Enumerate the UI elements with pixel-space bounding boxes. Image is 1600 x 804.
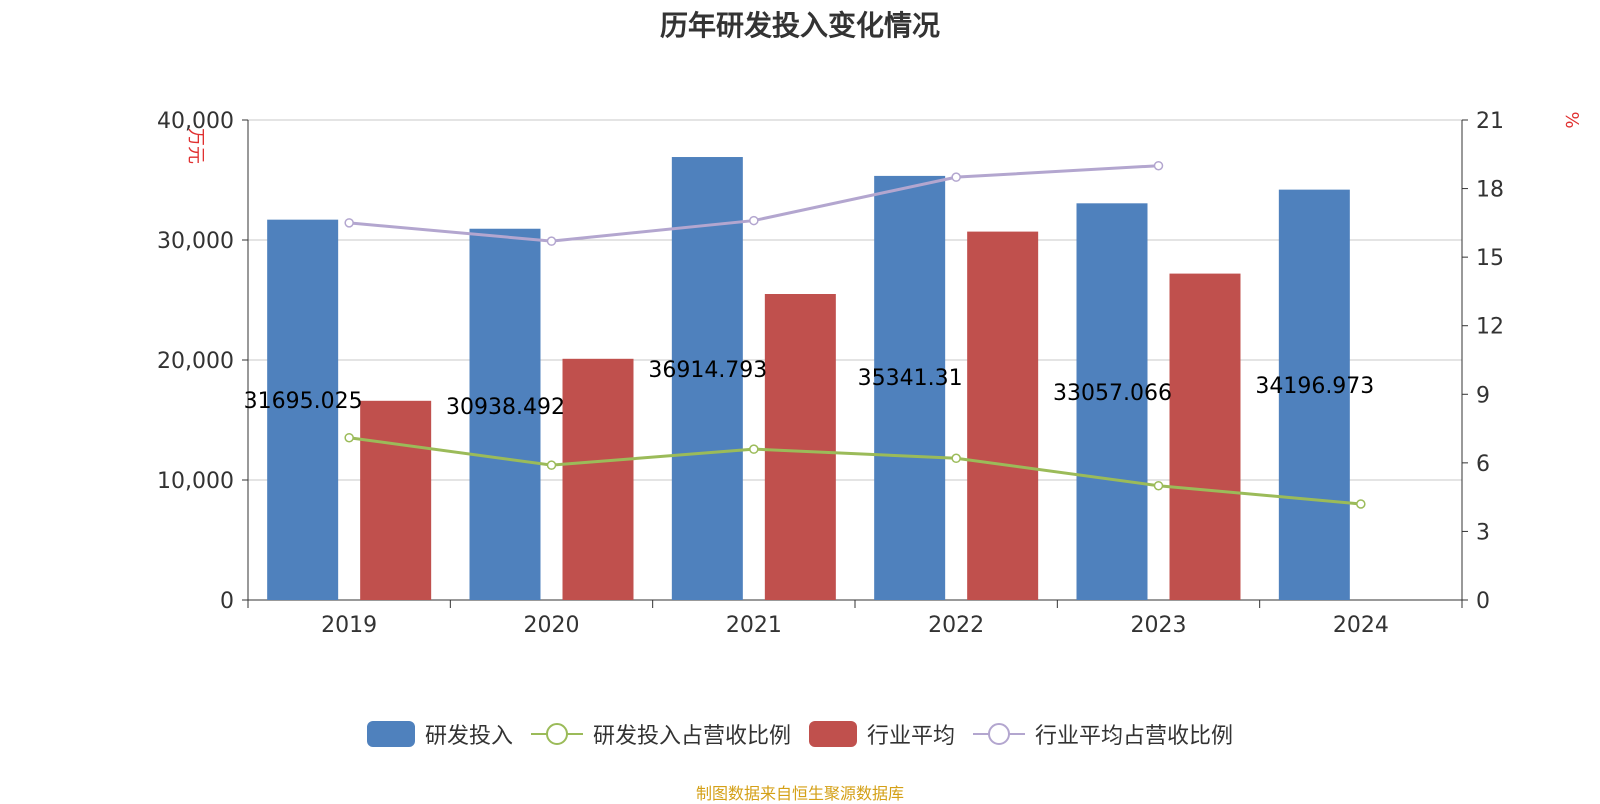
- rd-ratio-point: [1153, 480, 1164, 491]
- bar-industry: [967, 231, 1039, 600]
- data-label-rd: 36914.793: [648, 358, 767, 383]
- y-right-tick-label: 15: [1476, 246, 1504, 271]
- y-right-unit: %: [1561, 111, 1582, 128]
- data-label-rd: 34196.973: [1255, 374, 1374, 399]
- y-left-tick-label: 0: [220, 589, 234, 614]
- bar-rd: [469, 228, 541, 600]
- data-labels: 31695.025 30938.492 36914.793 35341.31 33057…: [244, 358, 1375, 420]
- x-tick-label: 2021: [726, 613, 782, 638]
- ratio-lines: [344, 160, 1366, 509]
- data-label-rd: 33057.066: [1053, 381, 1172, 406]
- data-label-rd: 30938.492: [446, 395, 565, 420]
- y-right-tick-label: 3: [1476, 520, 1490, 545]
- data-label-rd: 35341.31: [858, 366, 963, 391]
- legend-item-industry[interactable]: 行业平均: [809, 718, 955, 750]
- legend-label-industry: 行业平均: [867, 724, 956, 749]
- chart-title: 历年研发投入变化情况: [659, 9, 940, 42]
- industry-ratio-point: [1153, 160, 1164, 171]
- rd-ratio-point: [749, 444, 759, 454]
- legend-swatch-rd: [366, 721, 415, 747]
- legend-swatch-industry-ratio: [973, 723, 1026, 745]
- y-left-unit: 万元: [185, 128, 206, 164]
- legend-label-rd: 研发投入: [424, 724, 513, 749]
- industry-ratio-point: [951, 172, 961, 182]
- x-tick-label: 2023: [1131, 613, 1187, 638]
- legend-item-rd-ratio[interactable]: 研发投入占营收比例: [530, 718, 791, 750]
- bar-industry: [562, 358, 634, 600]
- legend-label-rd-ratio: 研发投入占营收比例: [592, 724, 791, 749]
- source-note: 制图数据来自恒生聚源数据库: [695, 784, 904, 803]
- y-right-tick-label: 12: [1476, 315, 1504, 340]
- industry-ratio-point: [546, 236, 557, 246]
- bar-rd: [1278, 189, 1350, 600]
- data-label-rd: 31695.025: [244, 389, 363, 414]
- bar-industry: [360, 400, 432, 600]
- bar-rd: [874, 175, 946, 600]
- y-right-tick-label: 0: [1476, 589, 1490, 614]
- x-tick-label: 2019: [321, 613, 377, 638]
- bars: [267, 157, 1350, 601]
- y-right-tick-label: 9: [1476, 383, 1490, 408]
- y-left-tick-label: 20,000: [157, 349, 234, 374]
- legend-item-industry-ratio[interactable]: 行业平均占营收比例: [973, 718, 1233, 750]
- rd-ratio-point: [951, 453, 961, 464]
- legend-label-industry-ratio: 行业平均占营收比例: [1035, 724, 1234, 749]
- y-right-tick-label: 21: [1476, 109, 1504, 134]
- y-left-tick-label: 10,000: [157, 469, 234, 494]
- legend-swatch-rd-ratio: [530, 723, 583, 745]
- rd-ratio-point: [546, 460, 557, 470]
- rd-ratio-line: [348, 436, 1361, 506]
- bar-industry: [764, 294, 836, 600]
- y-right-tick-label: 6: [1476, 452, 1490, 477]
- legend: 研发投入 研发投入占营收比例 行业平均 行业平均占营收比例: [0, 718, 1600, 750]
- rd-ratio-point: [344, 432, 354, 443]
- x-tick-label: 2024: [1333, 613, 1389, 638]
- legend-swatch-industry: [809, 721, 857, 747]
- industry-ratio-point: [749, 215, 759, 226]
- bar-rd: [671, 157, 743, 600]
- grid-lines: [248, 119, 1462, 481]
- y-left-tick-label: 30,000: [157, 229, 234, 254]
- rd-ratio-point: [1356, 499, 1366, 509]
- legend-item-rd[interactable]: 研发投入: [366, 718, 513, 750]
- axes: 0 10,000 20,000 30,000 40,000 0 3 6 9 12 15 18 21 万元%…: [157, 109, 1582, 638]
- bar-industry: [1169, 273, 1241, 600]
- bar-rd: [267, 219, 339, 600]
- industry-ratio-point: [344, 218, 354, 228]
- y-left-tick-label: 40,000: [157, 109, 234, 134]
- x-tick-label: 2022: [928, 613, 984, 638]
- bar-rd: [1076, 203, 1148, 601]
- y-right-tick-label: 18: [1476, 178, 1504, 203]
- x-tick-label: 2020: [524, 613, 580, 638]
